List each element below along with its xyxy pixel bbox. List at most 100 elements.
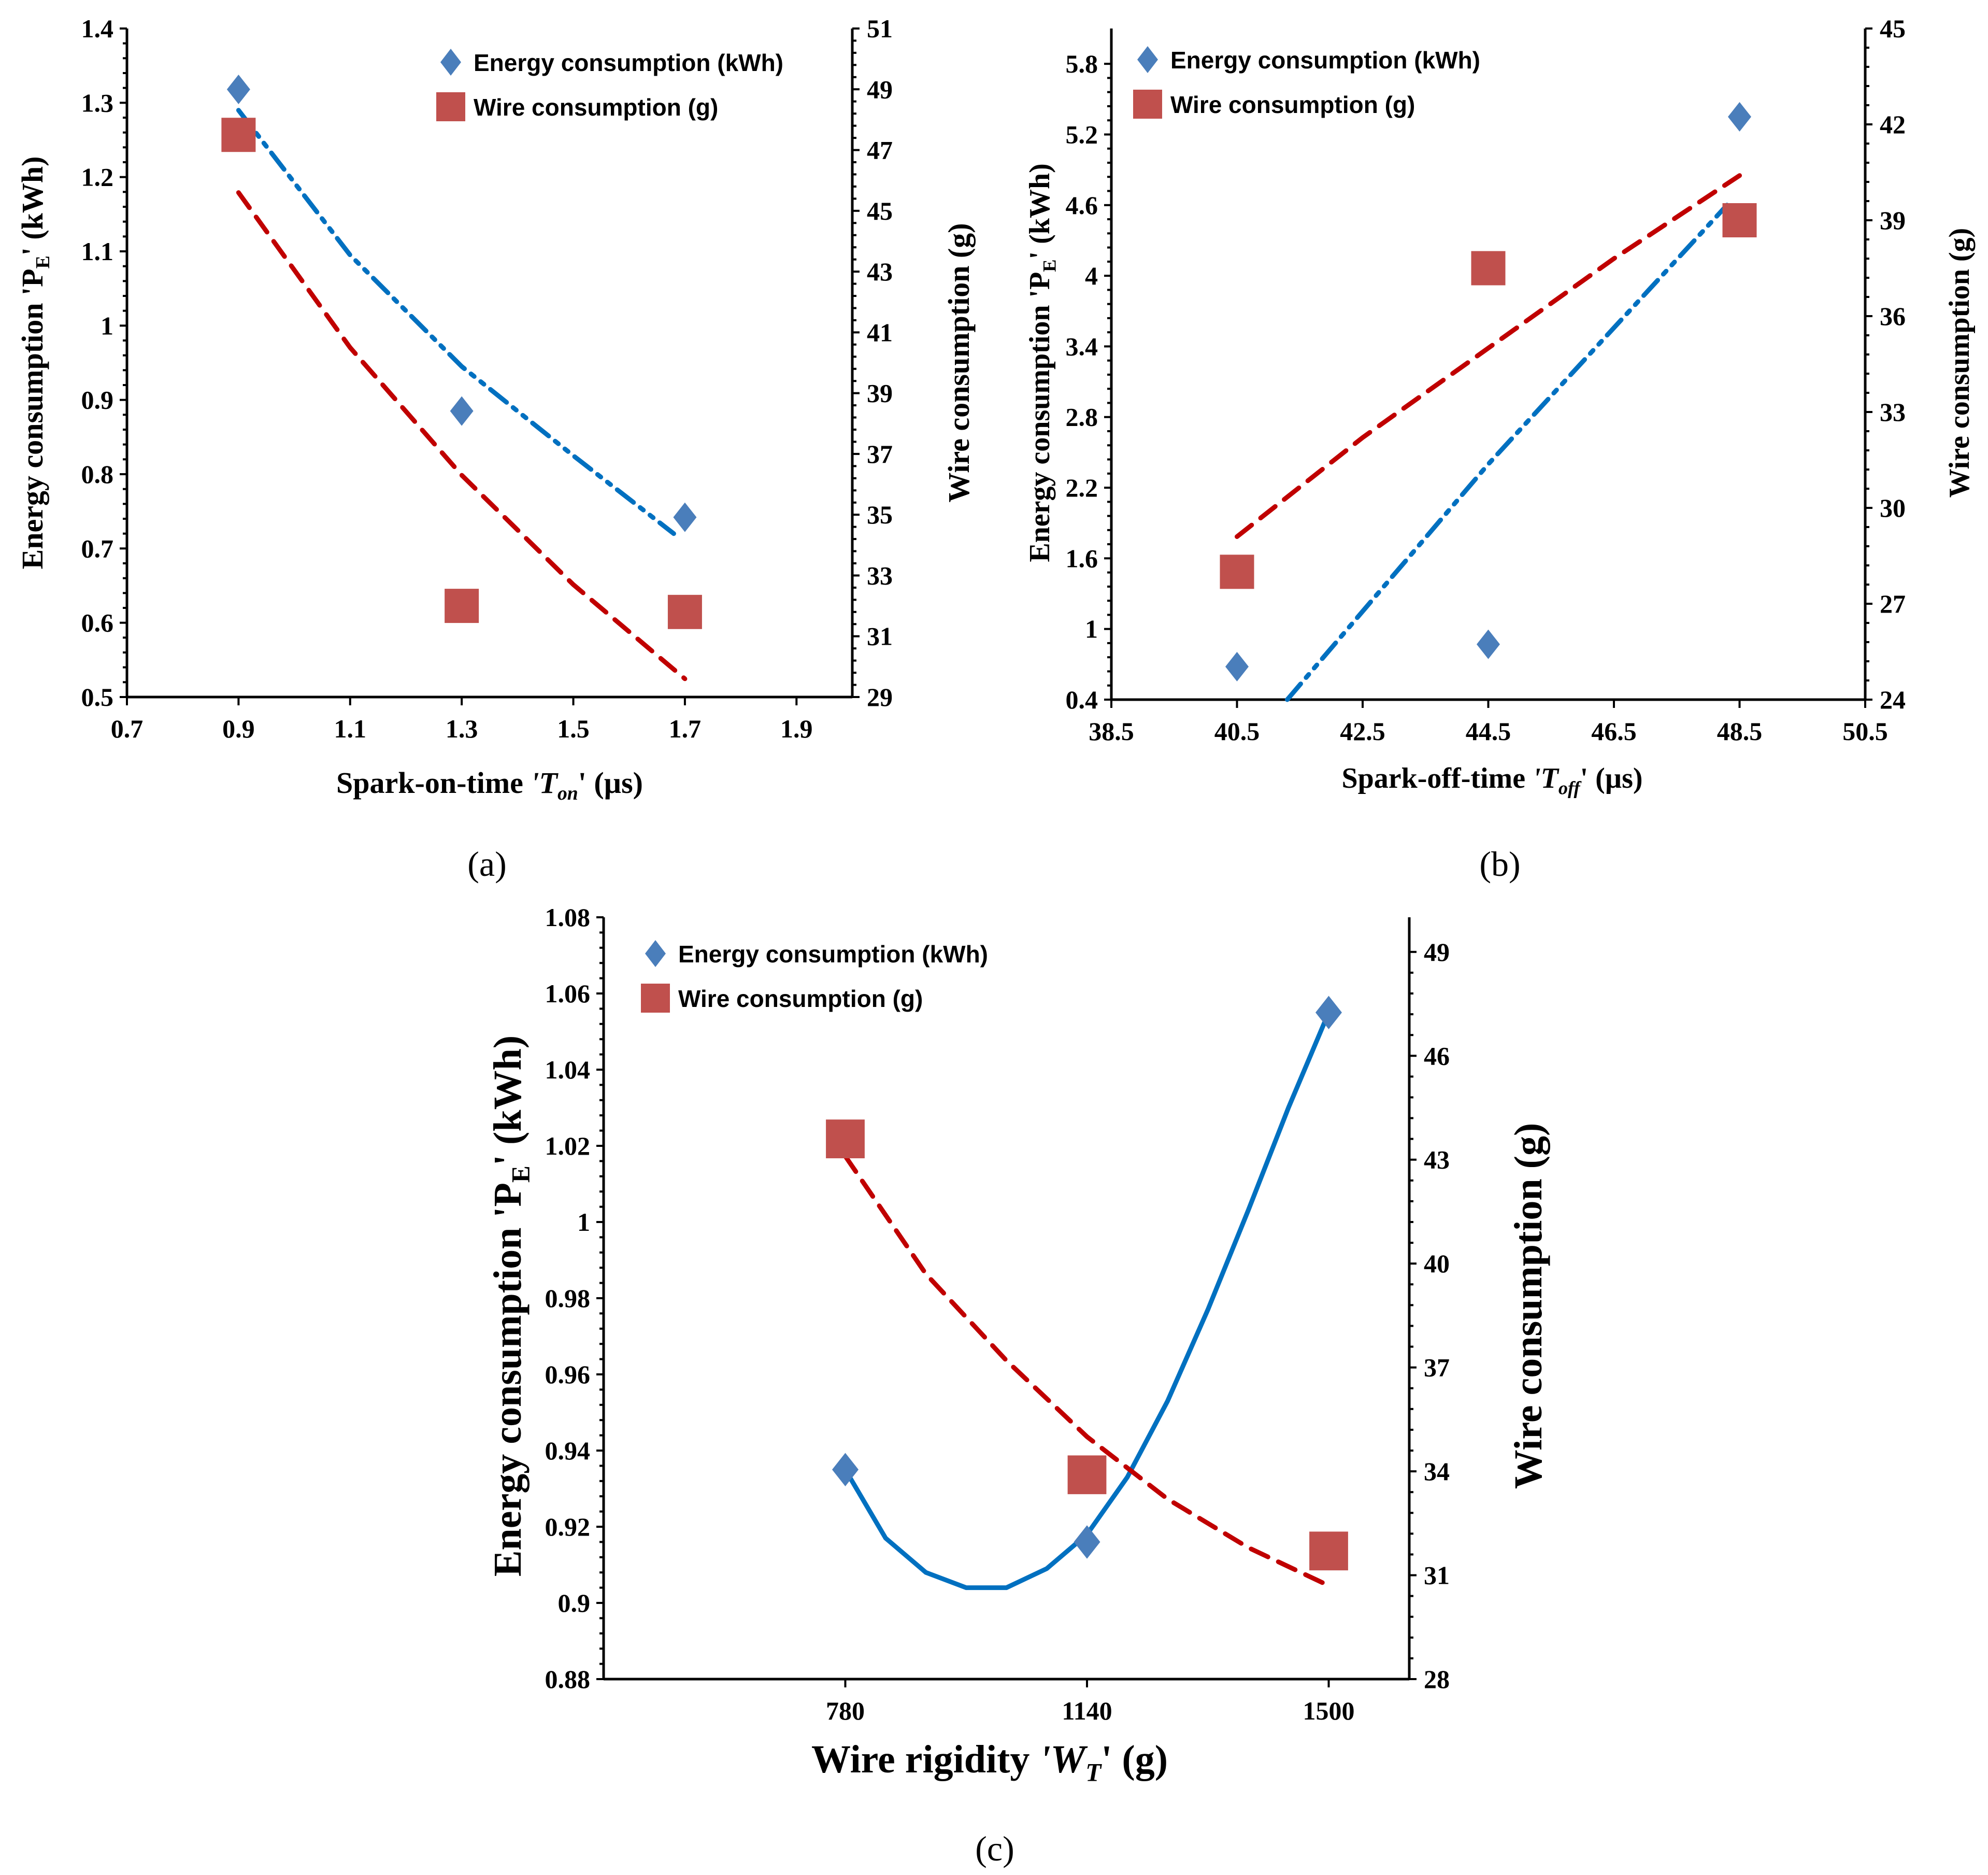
y2-tick-label: 47 bbox=[867, 136, 893, 165]
y-axis-title-post: ' (kWh) bbox=[16, 157, 49, 256]
legend-entry-label: Wire consumption (g) bbox=[1170, 91, 1415, 118]
x-axis-title: Spark-on-time 'Ton' (µs) bbox=[336, 766, 643, 804]
y2-tick-label: 40 bbox=[1424, 1249, 1450, 1278]
y-tick-label: 1.4 bbox=[81, 14, 114, 43]
y-axis-title-main: Energy consumption 'P bbox=[486, 1183, 530, 1576]
energy-data-point bbox=[673, 502, 697, 532]
y2-axis-title-group: Wire consumption (g) bbox=[942, 223, 976, 502]
y-tick-label: 1.04 bbox=[545, 1055, 591, 1084]
x-axis-title-main: Wire rigidity bbox=[811, 1738, 1040, 1781]
y-tick-label: 1.02 bbox=[545, 1131, 591, 1160]
x-axis-title: Spark-off-time 'Toff' (µs) bbox=[1341, 762, 1642, 798]
y2-tick-label: 34 bbox=[1424, 1457, 1450, 1486]
panel-label: (c) bbox=[975, 1829, 1014, 1868]
y2-tick-label: 42 bbox=[1880, 110, 1906, 139]
energy-trendline bbox=[236, 108, 676, 536]
legend-entry-label: Energy consumption (kWh) bbox=[1170, 47, 1480, 74]
x-axis-title-sub: T bbox=[1085, 1758, 1102, 1787]
legend-square-icon bbox=[1133, 90, 1162, 119]
y2-tick-label: 39 bbox=[1880, 206, 1906, 235]
x-tick-label: 42.5 bbox=[1340, 717, 1385, 746]
x-axis-title-symbol: 'W bbox=[1039, 1738, 1088, 1781]
y2-tick-label: 37 bbox=[867, 439, 893, 468]
y-tick-label: 1 bbox=[577, 1208, 590, 1237]
chart-b: 0.4 1 1.6 2.2 2.8 3.4 4 4.6 5.2 5.8 24 27 30 33 36 39 42… bbox=[1024, 14, 1976, 884]
x-tick-label: 44.5 bbox=[1466, 717, 1511, 746]
y2-axis-title-group: Wire consumption (g) bbox=[1943, 228, 1976, 498]
y-axis-title-sub: E bbox=[1039, 259, 1060, 272]
y-tick-label: 0.88 bbox=[545, 1665, 591, 1694]
legend: Energy consumption (kWh) Wire consumption… bbox=[436, 49, 783, 121]
y-axis-title-group: Energy consumption 'PE' (kWh) bbox=[16, 157, 54, 570]
y-axis-title-sub: E bbox=[507, 1166, 535, 1183]
y2-axis-title: Wire consumption (g) bbox=[942, 223, 976, 502]
x-axis-title-sub: off bbox=[1558, 777, 1582, 798]
panel-label: (a) bbox=[467, 844, 506, 884]
chart-c: 0.88 0.9 0.92 0.94 0.96 0.98 1 1.02 1.04 1.06 1.08… bbox=[486, 903, 1550, 1868]
y2-tick-label: 39 bbox=[867, 379, 893, 408]
legend-entry-label: Wire consumption (g) bbox=[474, 94, 718, 121]
wire-data-point bbox=[445, 589, 479, 623]
y-tick-label: 1.08 bbox=[545, 903, 591, 932]
y2-tick-label: 27 bbox=[1880, 589, 1906, 618]
energy-data-point bbox=[1728, 102, 1751, 132]
y-tick-label: 0.7 bbox=[81, 534, 114, 563]
y-tick-label: 0.6 bbox=[81, 608, 114, 637]
legend-entry-label: Wire consumption (g) bbox=[678, 985, 923, 1012]
x-tick-label: 1.7 bbox=[669, 714, 702, 743]
wire-trendline bbox=[236, 190, 688, 681]
y-tick-label: 0.9 bbox=[81, 386, 114, 415]
y2-tick-label: 45 bbox=[867, 196, 893, 225]
legend: Energy consumption (kWh) Wire consumption… bbox=[641, 940, 988, 1013]
y-tick-label: 0.94 bbox=[545, 1436, 591, 1465]
y2-tick-label: 31 bbox=[1424, 1561, 1450, 1590]
y-tick-label: 0.4 bbox=[1066, 685, 1098, 714]
y-tick-label: 4 bbox=[1085, 261, 1098, 290]
y2-axis-title: Wire consumption (g) bbox=[1507, 1123, 1550, 1489]
wire-data-point bbox=[667, 594, 702, 629]
wire-data-point bbox=[1722, 203, 1757, 237]
x-tick-label: 1.1 bbox=[334, 714, 367, 743]
x-axis-title-post: ' (g) bbox=[1101, 1738, 1168, 1781]
x-tick-label: 50.5 bbox=[1842, 717, 1888, 746]
y2-tick-label: 49 bbox=[867, 75, 893, 104]
energy-data-point bbox=[1477, 629, 1500, 659]
y2-tick-label: 31 bbox=[867, 622, 893, 651]
x-axis-title-symbol: 'T bbox=[531, 766, 559, 800]
y-tick-label: 5.8 bbox=[1066, 49, 1098, 78]
y2-tick-label: 35 bbox=[867, 500, 893, 529]
x-tick-label: 1140 bbox=[1062, 1696, 1112, 1725]
y-axis-title-post: ' (kWh) bbox=[486, 1035, 530, 1166]
x-axis-title-main: Spark-on-time bbox=[336, 766, 531, 800]
x-tick-label: 0.7 bbox=[111, 714, 144, 743]
y2-tick-label: 41 bbox=[867, 318, 893, 347]
x-tick-label: 1500 bbox=[1303, 1696, 1355, 1725]
y2-tick-label: 29 bbox=[867, 683, 893, 712]
y-axis-title-group: Energy consumption 'PE' (kWh) bbox=[486, 1035, 535, 1576]
energy-data-point bbox=[226, 75, 250, 105]
y-tick-label: 5.2 bbox=[1066, 120, 1098, 149]
legend-diamond-icon bbox=[645, 940, 666, 967]
y-tick-label: 1 bbox=[101, 311, 113, 340]
wire-data-point bbox=[1220, 555, 1254, 589]
y2-tick-label: 28 bbox=[1424, 1665, 1450, 1694]
x-tick-label: 0.9 bbox=[222, 714, 255, 743]
y-axis-title-group: Energy consumption 'PE' (kWh) bbox=[1024, 163, 1060, 562]
y-tick-label: 3.4 bbox=[1066, 332, 1098, 361]
y-tick-label: 4.6 bbox=[1066, 191, 1098, 220]
energy-data-point bbox=[1074, 1525, 1100, 1559]
y-tick-label: 0.98 bbox=[545, 1284, 591, 1313]
x-axis-title-main: Spark-off-time bbox=[1341, 762, 1533, 794]
energy-data-point bbox=[450, 396, 474, 426]
y-axis-title: Energy consumption 'PE' (kWh) bbox=[1024, 163, 1060, 562]
y2-tick-label: 45 bbox=[1880, 14, 1906, 43]
x-tick-label: 38.5 bbox=[1089, 717, 1134, 746]
x-tick-label: 1.3 bbox=[446, 714, 478, 743]
y-tick-label: 0.5 bbox=[81, 683, 114, 712]
y-tick-label: 2.2 bbox=[1066, 473, 1098, 502]
y-tick-label: 1.06 bbox=[545, 979, 591, 1008]
x-axis-title: Wire rigidity 'WT' (g) bbox=[811, 1738, 1168, 1787]
legend-entry-label: Energy consumption (kWh) bbox=[678, 941, 988, 968]
y2-tick-label: 24 bbox=[1880, 685, 1906, 714]
y2-tick-label: 43 bbox=[1424, 1145, 1450, 1174]
